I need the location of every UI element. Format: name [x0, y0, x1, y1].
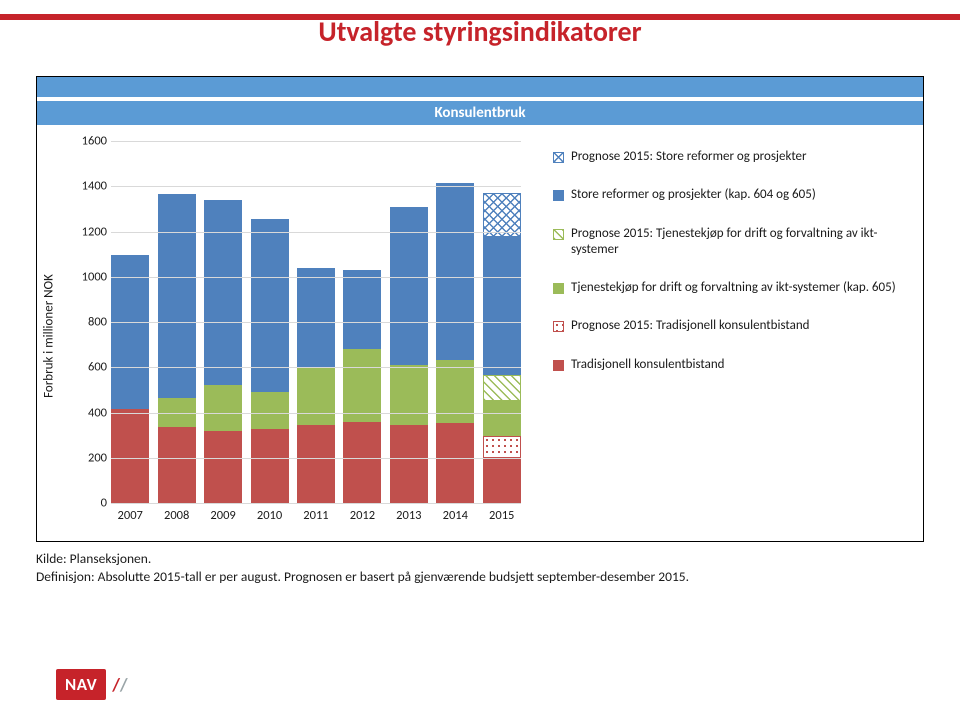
bar-segment-ts [297, 367, 335, 425]
bar-segment-ts [204, 385, 242, 430]
legend-label: Prognose 2015: Store reformer og prosjek… [571, 149, 807, 165]
bar-segment-sr [390, 207, 428, 365]
gridline [111, 503, 521, 504]
bar-segment-ts [343, 349, 381, 421]
y-tick-label: 0 [69, 496, 107, 511]
x-tick-label: 2014 [443, 508, 468, 523]
y-tick-label: 1600 [69, 134, 107, 149]
bar [483, 193, 521, 503]
bar-segment-sr [436, 183, 474, 361]
chart-subtitle: Konsulentbruk [37, 101, 923, 125]
legend-swatch [553, 283, 564, 294]
y-tick-label: 1200 [69, 224, 107, 239]
bar-segment-ts [483, 401, 521, 436]
gridline [111, 458, 521, 459]
y-tick-label: 400 [69, 405, 107, 420]
bar-segment-tk [251, 429, 289, 503]
legend-swatch [553, 152, 564, 163]
y-tick-label: 200 [69, 450, 107, 465]
x-tick-label: 2015 [489, 508, 514, 523]
gridline [111, 186, 521, 187]
bar [111, 255, 149, 503]
gridline [111, 232, 521, 233]
chart-header-table: Konsulentbruk [37, 77, 923, 125]
legend-label: Tradisjonell konsulentbistand [571, 357, 725, 373]
legend-item: Store reformer og prosjekter (kap. 604 o… [553, 187, 911, 203]
legend-item: Tjenestekjøp for drift og forvaltning av… [553, 280, 911, 296]
logo-slashes: // [112, 674, 127, 696]
bar-segment-tk [297, 425, 335, 503]
bar-segment-tk [204, 431, 242, 503]
y-tick-label: 800 [69, 315, 107, 330]
logo: NAV // [56, 669, 128, 700]
legend-label: Prognose 2015: Tradisjonell konsulentbis… [571, 318, 809, 334]
bar [251, 219, 289, 503]
y-tick-label: 1400 [69, 179, 107, 194]
bar-segment-sr [204, 200, 242, 386]
source-block: Kilde: Planseksjonen. Definisjon: Absolu… [36, 550, 689, 586]
gridline [111, 367, 521, 368]
legend-swatch [553, 229, 564, 240]
chart-area: Forbruk i millioner NOK 2007200820092010… [77, 135, 919, 537]
y-axis-label: Forbruk i millioner NOK [42, 274, 57, 398]
gridline [111, 141, 521, 142]
x-tick-label: 2008 [164, 508, 189, 523]
x-tick-label: 2009 [210, 508, 235, 523]
header-band-1 [37, 77, 923, 97]
bar-segment-tsp [483, 375, 521, 401]
bar-segment-tk [343, 422, 381, 503]
slash-red-icon: / [112, 674, 120, 696]
legend-label: Store reformer og prosjekter (kap. 604 o… [571, 187, 816, 203]
x-tick-label: 2011 [303, 508, 328, 523]
bar [297, 268, 335, 503]
legend-item: Prognose 2015: Tradisjonell konsulentbis… [553, 318, 911, 334]
x-tick-label: 2007 [118, 508, 143, 523]
bar-segment-tk [483, 458, 521, 503]
bar-segment-sr [297, 268, 335, 368]
legend-swatch [553, 360, 564, 371]
gridline [111, 277, 521, 278]
bar-segment-sr [483, 237, 521, 375]
bar-segment-ts [390, 365, 428, 425]
y-tick-label: 600 [69, 360, 107, 375]
legend-item: Prognose 2015: Tjenestekjøp for drift og… [553, 226, 911, 259]
legend-item: Prognose 2015: Store reformer og prosjek… [553, 149, 911, 165]
bar-segment-tk [111, 409, 149, 503]
bar-segment-sr [251, 219, 289, 392]
legend-swatch [553, 190, 564, 201]
x-tick-label: 2012 [350, 508, 375, 523]
legend-label: Prognose 2015: Tjenestekjøp for drift og… [571, 226, 911, 259]
chart-legend: Prognose 2015: Store reformer og prosjek… [553, 149, 911, 395]
bar-segment-tk [158, 427, 196, 503]
gridline [111, 322, 521, 323]
chart-frame: Konsulentbruk Forbruk i millioner NOK 20… [36, 76, 924, 542]
top-accent-bar [0, 14, 960, 20]
chart-plot: 200720082009201020112012201320142015 020… [111, 141, 521, 503]
x-tick-label: 2010 [257, 508, 282, 523]
legend-item: Tradisjonell konsulentbistand [553, 357, 911, 373]
bar-segment-tk [436, 423, 474, 503]
bar [343, 270, 381, 503]
bar-segment-tk [390, 425, 428, 503]
bar-segment-ts [251, 392, 289, 429]
legend-swatch [553, 321, 564, 332]
gridline [111, 413, 521, 414]
legend-label: Tjenestekjøp for drift og forvaltning av… [571, 280, 896, 296]
slash-grey-icon: / [120, 674, 128, 696]
logo-text: NAV [56, 669, 106, 700]
page-root: Utvalgte styringsindikatorer Konsulentbr… [0, 14, 960, 724]
y-tick-label: 1000 [69, 269, 107, 284]
bar-segment-sr [343, 270, 381, 349]
source-line-1: Kilde: Planseksjonen. [36, 550, 689, 568]
bar-segment-sr [111, 255, 149, 409]
bar-segment-tkp [483, 436, 521, 457]
x-tick-label: 2013 [396, 508, 421, 523]
source-line-2: Definisjon: Absolutte 2015-tall er per a… [36, 568, 689, 586]
bar [158, 194, 196, 503]
